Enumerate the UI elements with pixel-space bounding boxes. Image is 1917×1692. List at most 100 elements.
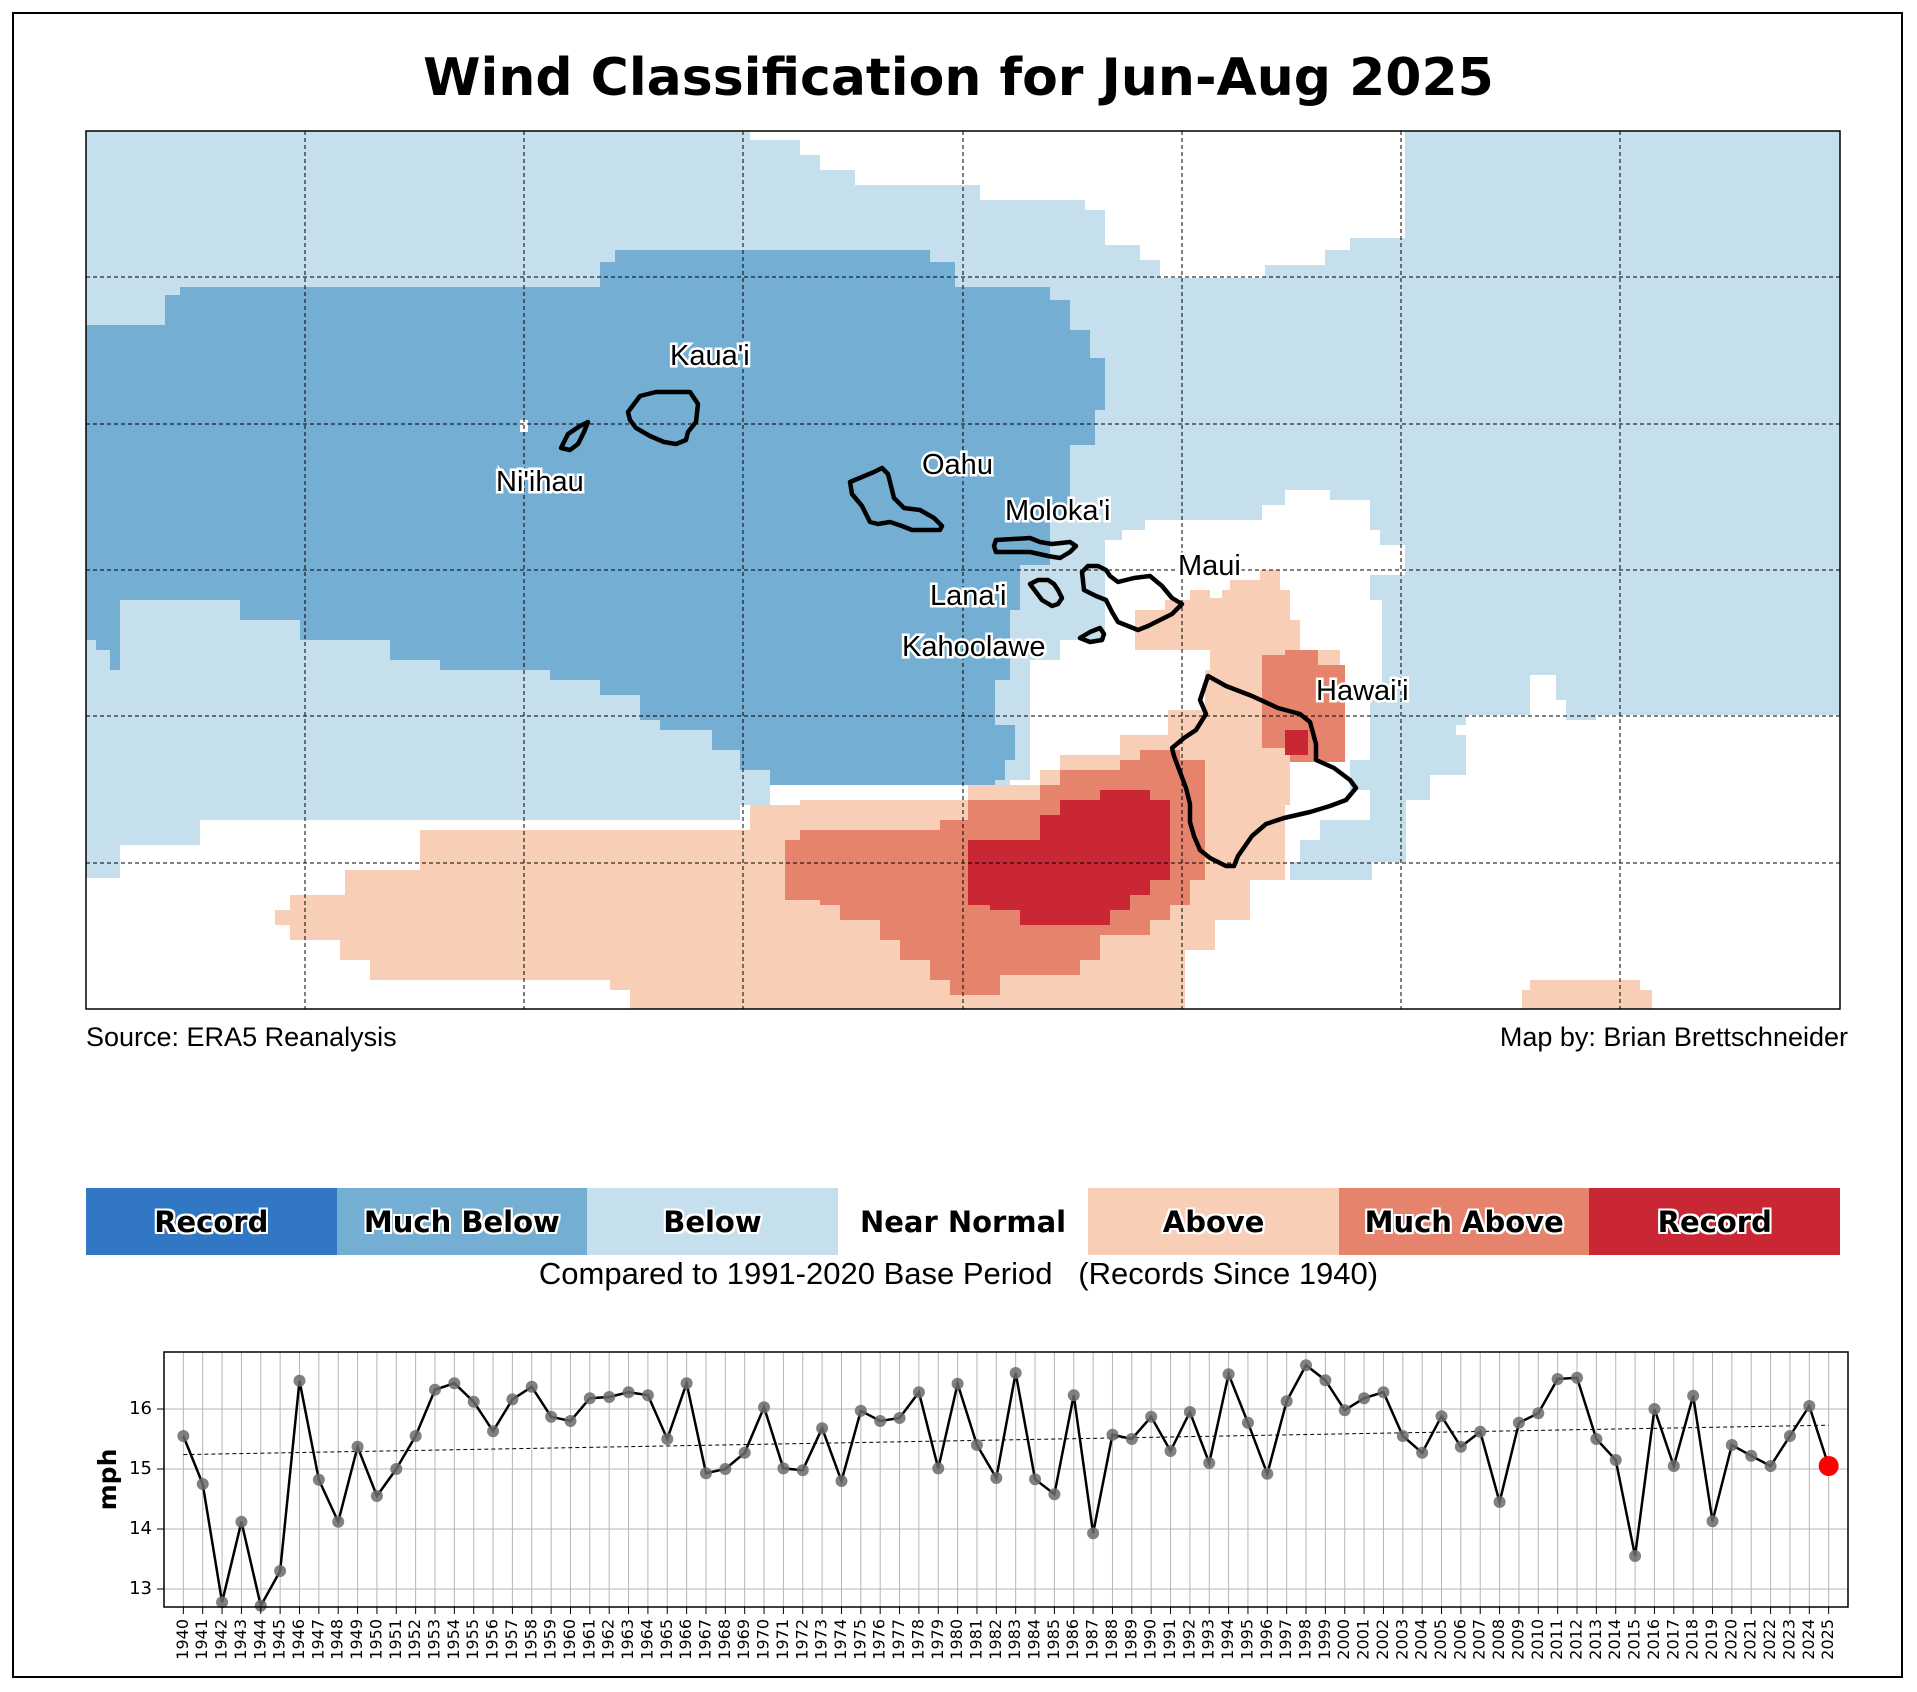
label-kahoolawe: Kahoolawe — [902, 631, 1046, 663]
data-point — [1687, 1389, 1700, 1402]
niihau-outline — [558, 419, 591, 453]
x-tick-label: 2009 — [1508, 1619, 1527, 1660]
data-point — [1803, 1400, 1816, 1412]
legend-above: Above — [1088, 1188, 1339, 1255]
kauai-outline — [625, 389, 701, 447]
data-point — [235, 1515, 248, 1528]
x-tick-label: 1950 — [366, 1619, 385, 1660]
data-point — [1319, 1374, 1332, 1387]
x-tick-label: 1977 — [889, 1619, 908, 1660]
x-tick-label: 1965 — [657, 1619, 676, 1660]
data-point — [583, 1392, 596, 1405]
data-point — [661, 1433, 674, 1445]
x-tick-label: 1953 — [424, 1619, 443, 1660]
y-tick-label: 14 — [129, 1518, 152, 1539]
data-point — [1493, 1496, 1506, 1508]
base-period-note: Compared to 1991-2020 Base Period (Recor… — [538, 1256, 1379, 1291]
label-hawaii: Hawai'i — [1316, 675, 1409, 707]
x-tick-label: 2025 — [1818, 1619, 1837, 1660]
x-tick-label: 1993 — [1199, 1619, 1218, 1660]
data-point — [254, 1599, 267, 1612]
data-point — [1512, 1416, 1525, 1429]
oahu-outline — [847, 465, 945, 533]
x-tick-label: 1945 — [270, 1619, 289, 1660]
data-point — [1241, 1416, 1254, 1429]
x-tick-label: 1997 — [1276, 1619, 1295, 1660]
data-point — [545, 1410, 558, 1423]
data-point — [777, 1462, 790, 1475]
y-tick-label: 15 — [129, 1458, 152, 1479]
x-axis-ticks: 1940 1941 1942 1943 1944 1945 1946 1947 1948 1949… — [173, 1607, 1837, 1660]
data-point — [758, 1401, 771, 1414]
x-tick-label: 2021 — [1741, 1619, 1760, 1660]
x-tick-label: 1978 — [908, 1619, 927, 1660]
data-point — [835, 1475, 848, 1487]
x-tick-label: 2016 — [1644, 1619, 1663, 1660]
x-tick-label: 2010 — [1528, 1619, 1547, 1660]
label-maui: Maui — [1178, 550, 1241, 582]
lanai-outline — [1027, 577, 1065, 609]
x-tick-label: 1988 — [1102, 1619, 1121, 1660]
data-point — [912, 1386, 925, 1399]
data-point — [409, 1430, 422, 1442]
x-tick-label: 1971 — [773, 1619, 792, 1660]
source-note: Source: ERA5 Reanalysis — [86, 1022, 397, 1052]
data-point — [1300, 1359, 1313, 1372]
x-tick-label: 2018 — [1683, 1619, 1702, 1660]
x-tick-label: 2015 — [1625, 1619, 1644, 1660]
data-point — [1222, 1368, 1235, 1381]
credit-note: Map by: Brian Brettschneider — [1499, 1022, 1848, 1052]
data-point — [1783, 1430, 1796, 1442]
trend-line — [183, 1424, 1829, 1456]
chart-grid — [164, 1352, 1848, 1607]
x-tick-label: 1949 — [347, 1619, 366, 1660]
data-point — [680, 1377, 693, 1390]
data-point — [1396, 1430, 1409, 1442]
data-point — [1029, 1473, 1042, 1486]
data-point — [1454, 1440, 1467, 1453]
x-tick-label: 1984 — [1025, 1619, 1044, 1660]
data-point — [1667, 1460, 1680, 1472]
data-point — [1203, 1457, 1216, 1469]
x-tick-label: 1989 — [1121, 1619, 1140, 1660]
x-tick-label: 2023 — [1779, 1619, 1798, 1660]
data-point — [796, 1464, 809, 1477]
data-point — [506, 1393, 519, 1406]
x-tick-label: 1954 — [444, 1619, 463, 1660]
x-tick-label: 1996 — [1257, 1619, 1276, 1660]
x-tick-label: 1975 — [850, 1619, 869, 1660]
x-tick-label: 1947 — [308, 1619, 327, 1660]
x-tick-label: 2019 — [1702, 1619, 1721, 1660]
data-point — [1261, 1467, 1274, 1480]
zone-much-above-hawaii — [1262, 650, 1345, 762]
x-tick-label: 1995 — [1237, 1619, 1256, 1660]
legend-below: Below — [587, 1188, 838, 1255]
x-tick-label: 1951 — [386, 1619, 405, 1660]
data-point — [1648, 1403, 1661, 1415]
label-oahu: Oahu — [922, 449, 993, 481]
x-tick-label: 1983 — [1005, 1619, 1024, 1660]
x-tick-label: 1980 — [947, 1619, 966, 1660]
x-tick-label: 2013 — [1586, 1619, 1605, 1660]
x-tick-label: 1982 — [986, 1619, 1005, 1660]
figure-frame — [12, 12, 1903, 1678]
data-point — [1377, 1386, 1390, 1399]
x-tick-label: 1956 — [483, 1619, 502, 1660]
x-tick-label: 1979 — [928, 1619, 947, 1660]
x-tick-label: 1969 — [734, 1619, 753, 1660]
x-tick-label: 1994 — [1218, 1619, 1237, 1660]
x-tick-label: 2005 — [1431, 1619, 1450, 1660]
data-point — [351, 1440, 364, 1453]
data-point — [603, 1391, 616, 1403]
x-tick-label: 1940 — [173, 1619, 192, 1660]
data-point — [312, 1473, 325, 1486]
data-point — [487, 1425, 500, 1438]
x-tick-label: 2004 — [1412, 1619, 1431, 1660]
data-point — [467, 1395, 480, 1408]
page-title: Wind Classification for Jun-Aug 2025 — [423, 48, 1494, 108]
data-point — [854, 1404, 867, 1417]
x-tick-label: 1952 — [405, 1619, 424, 1660]
data-point — [1551, 1373, 1564, 1385]
data-point — [893, 1412, 906, 1424]
